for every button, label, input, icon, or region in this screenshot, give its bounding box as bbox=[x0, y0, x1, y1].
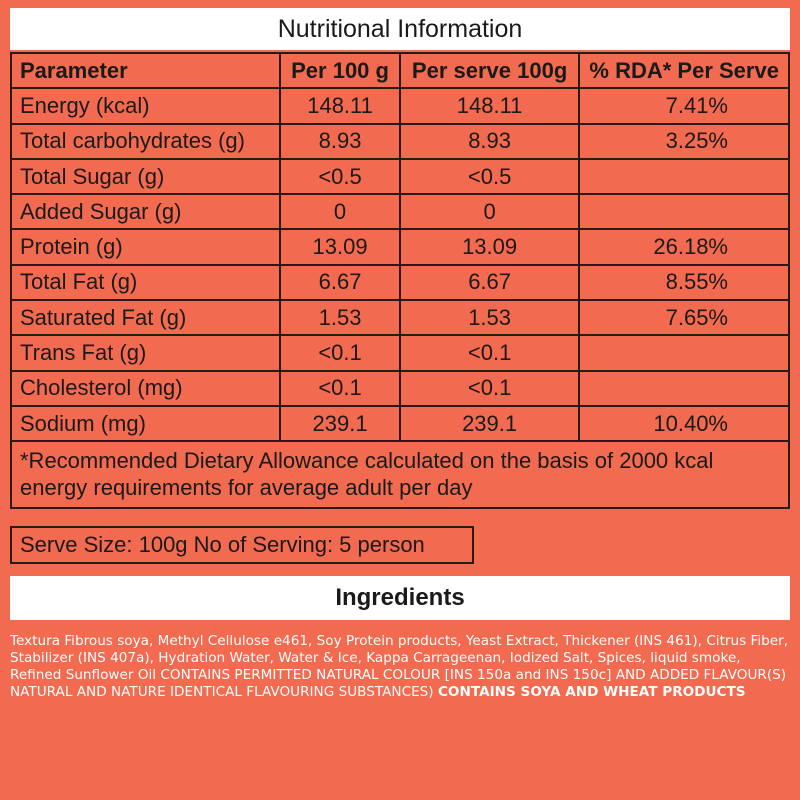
cell-rda: 10.40% bbox=[578, 404, 790, 443]
table-row: Total carbohydrates (g) 8.93 8.93 3.25% bbox=[9, 122, 790, 160]
table-row: Total Fat (g) 6.67 6.67 8.55% bbox=[9, 263, 790, 302]
cell-parameter: Added Sugar (g) bbox=[9, 193, 282, 231]
cell-per-100g: 1.53 bbox=[279, 299, 401, 337]
serve-size: Serve Size: 100g No of Serving: 5 person bbox=[10, 526, 474, 564]
table-header-row: Parameter Per 100 g Per serve 100g % RDA… bbox=[9, 51, 790, 90]
cell-per-100g: 0 bbox=[279, 193, 401, 231]
cell-parameter: Protein (g) bbox=[9, 228, 282, 266]
cell-per-serve: <0.1 bbox=[398, 369, 581, 407]
cell-per-100g: <0.1 bbox=[279, 369, 401, 407]
cell-parameter: Trans Fat (g) bbox=[9, 334, 282, 372]
cell-rda bbox=[578, 334, 790, 372]
cell-parameter: Cholesterol (mg) bbox=[9, 369, 282, 407]
header-per-100g: Per 100 g bbox=[279, 51, 401, 90]
cell-per-serve: <0.5 bbox=[398, 157, 581, 196]
cell-parameter: Sodium (mg) bbox=[9, 404, 282, 443]
cell-per-100g: <0.1 bbox=[279, 334, 401, 372]
cell-per-serve: 148.11 bbox=[398, 87, 581, 125]
cell-per-100g: 8.93 bbox=[279, 122, 401, 160]
cell-per-serve: 8.93 bbox=[398, 122, 581, 160]
cell-rda: 8.55% bbox=[578, 263, 790, 302]
ingredients-title-bar: Ingredients bbox=[10, 576, 790, 620]
table-row: Energy (kcal) 148.11 148.11 7.41% bbox=[9, 87, 790, 125]
table-row: Protein (g) 13.09 13.09 26.18% bbox=[9, 228, 790, 266]
nutrition-table: Parameter Per 100 g Per serve 100g % RDA… bbox=[9, 51, 790, 510]
table-row: Saturated Fat (g) 1.53 1.53 7.65% bbox=[9, 299, 790, 337]
cell-rda bbox=[578, 369, 790, 407]
cell-parameter: Total Fat (g) bbox=[9, 263, 282, 302]
table-row: Sodium (mg) 239.1 239.1 10.40% bbox=[9, 404, 790, 443]
cell-parameter: Total Sugar (g) bbox=[9, 157, 282, 196]
ingredients-text: Textura Fibrous soya, Methyl Cellulose e… bbox=[10, 633, 790, 701]
footnote: *Recommended Dietary Allowance calculate… bbox=[10, 440, 790, 510]
cell-rda: 26.18% bbox=[578, 228, 790, 266]
cell-rda: 7.41% bbox=[578, 87, 790, 125]
cell-per-100g: 239.1 bbox=[279, 404, 401, 443]
cell-per-serve: 6.67 bbox=[398, 263, 581, 302]
cell-rda: 3.25% bbox=[578, 122, 790, 160]
cell-per-serve: 0 bbox=[398, 193, 581, 231]
cell-per-serve: 1.53 bbox=[398, 299, 581, 337]
nutrition-title-bar: Nutritional Information bbox=[10, 8, 790, 50]
header-rda: % RDA* Per Serve bbox=[578, 51, 790, 90]
table-row: Trans Fat (g) <0.1 <0.1 bbox=[9, 334, 790, 372]
cell-per-serve: <0.1 bbox=[398, 334, 581, 372]
cell-parameter: Energy (kcal) bbox=[9, 87, 282, 125]
ingredients-title: Ingredients bbox=[335, 584, 465, 611]
cell-per-100g: 148.11 bbox=[279, 87, 401, 125]
cell-per-100g: 6.67 bbox=[279, 263, 401, 302]
cell-per-100g: 13.09 bbox=[279, 228, 401, 266]
footnote-row: *Recommended Dietary Allowance calculate… bbox=[10, 440, 790, 510]
cell-per-100g: <0.5 bbox=[279, 157, 401, 196]
cell-rda: 7.65% bbox=[578, 299, 790, 337]
ingredients-list: Textura Fibrous soya, Methyl Cellulose e… bbox=[10, 633, 789, 700]
cell-rda bbox=[578, 193, 790, 231]
cell-per-serve: 13.09 bbox=[398, 228, 581, 266]
cell-rda bbox=[578, 157, 790, 196]
allergen-warning: CONTAINS SOYA AND WHEAT PRODUCTS bbox=[437, 684, 746, 700]
header-parameter: Parameter bbox=[9, 51, 282, 90]
header-per-serve: Per serve 100g bbox=[398, 51, 581, 90]
table-row: Cholesterol (mg) <0.1 <0.1 bbox=[9, 369, 790, 407]
table-row: Added Sugar (g) 0 0 bbox=[9, 193, 790, 231]
table-row: Total Sugar (g) <0.5 <0.5 bbox=[9, 157, 790, 196]
cell-parameter: Total carbohydrates (g) bbox=[9, 122, 282, 160]
cell-parameter: Saturated Fat (g) bbox=[9, 299, 282, 337]
cell-per-serve: 239.1 bbox=[398, 404, 581, 443]
nutrition-title: Nutritional Information bbox=[277, 14, 523, 43]
